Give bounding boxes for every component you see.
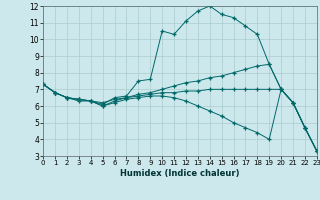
X-axis label: Humidex (Indice chaleur): Humidex (Indice chaleur)	[120, 169, 240, 178]
